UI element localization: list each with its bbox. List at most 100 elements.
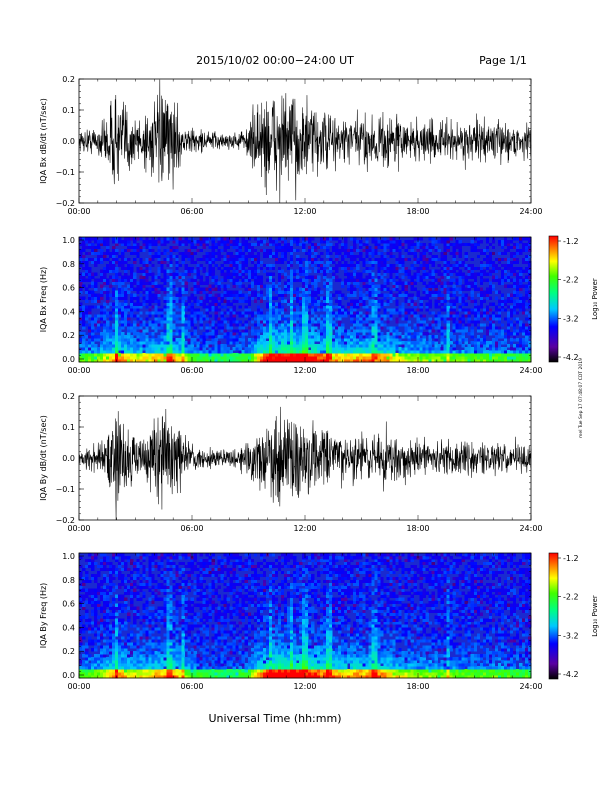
spectrogram-cell: [305, 344, 308, 347]
spectrogram-cell: [221, 279, 224, 282]
y-tick-label: 0.4: [62, 307, 75, 316]
spectrogram-cell: [227, 270, 230, 273]
spectrogram-cell: [359, 356, 362, 359]
spectrogram-cell: [435, 356, 438, 359]
spectrogram-cell: [383, 335, 386, 338]
spectrogram-cell: [429, 252, 432, 255]
spectrogram-cell: [338, 335, 341, 338]
spectrogram-cell: [290, 282, 293, 285]
spectrogram-cell: [462, 320, 465, 323]
spectrogram-cell: [194, 317, 197, 320]
spectrogram-cell: [218, 323, 221, 326]
spectrogram-cell: [371, 311, 374, 314]
spectrogram-cell: [151, 341, 154, 344]
spectrogram-cell: [130, 285, 133, 288]
spectrogram-cell: [332, 246, 335, 249]
spectrogram-cell: [504, 267, 507, 270]
spectrogram-cell: [79, 639, 82, 642]
spectrogram-cell: [278, 288, 281, 291]
spectrogram-cell: [233, 305, 236, 308]
spectrogram-cell: [121, 314, 124, 317]
spectrogram-cell: [175, 267, 178, 270]
spectrogram-cell: [522, 353, 525, 356]
spectrogram-cell: [407, 344, 410, 347]
spectrogram-cell: [513, 302, 516, 305]
spectrogram-cell: [181, 305, 184, 308]
spectrogram-cell: [154, 288, 157, 291]
spectrogram-cell: [245, 297, 248, 300]
spectrogram-cell: [148, 261, 151, 264]
spectrogram-cell: [197, 288, 200, 291]
spectrogram-cell: [456, 297, 459, 300]
spectrogram-cell: [323, 267, 326, 270]
spectrogram-cell: [510, 240, 513, 243]
spectrogram-cell: [522, 300, 525, 303]
spectrogram-cell: [404, 341, 407, 344]
spectrogram-cell: [121, 332, 124, 335]
spectrogram-cell: [323, 246, 326, 249]
spectrogram-cell: [218, 285, 221, 288]
spectrogram-cell: [302, 317, 305, 320]
spectrogram-cell: [148, 341, 151, 344]
spectrogram-cell: [320, 264, 323, 267]
spectrogram-cell: [112, 252, 115, 255]
spectrogram-cell: [106, 341, 109, 344]
spectrogram-cell: [335, 311, 338, 314]
spectrogram-cell: [151, 243, 154, 246]
spectrogram-cell: [471, 347, 474, 350]
spectrogram-cell: [275, 329, 278, 332]
spectrogram-cell: [305, 300, 308, 303]
spectrogram-cell: [501, 258, 504, 261]
spectrogram-cell: [242, 273, 245, 276]
spectrogram-cell: [296, 356, 299, 359]
spectrogram-cell: [341, 311, 344, 314]
spectrogram-cell: [329, 347, 332, 350]
spectrogram-cell: [404, 294, 407, 297]
spectrogram-cell: [332, 305, 335, 308]
spectrogram-cell: [91, 332, 94, 335]
spectrogram-cell: [142, 264, 145, 267]
spectrogram-cell: [317, 317, 320, 320]
spectrogram-cell: [160, 270, 163, 273]
spectrogram-cell: [269, 332, 272, 335]
spectrogram-cell: [423, 326, 426, 329]
spectrogram-cell: [341, 326, 344, 329]
spectrogram-cell: [423, 243, 426, 246]
spectrogram-cell: [389, 347, 392, 350]
spectrogram-cell: [166, 288, 169, 291]
spectrogram-cell: [175, 308, 178, 311]
spectrogram-cell: [106, 297, 109, 300]
spectrogram-cell: [254, 329, 257, 332]
spectrogram-cell: [420, 279, 423, 282]
spectrogram-cell: [510, 341, 513, 344]
spectrogram-cell: [175, 276, 178, 279]
spectrogram-cell: [350, 341, 353, 344]
spectrogram-cell: [413, 288, 416, 291]
spectrogram-cell: [347, 279, 350, 282]
spectrogram-cell: [233, 246, 236, 249]
spectrogram-cell: [353, 344, 356, 347]
spectrogram-cell: [432, 261, 435, 264]
spectrogram-cell: [260, 353, 263, 356]
spectrogram-cell: [519, 249, 522, 252]
spectrogram-cell: [136, 297, 139, 300]
spectrogram-cell: [187, 305, 190, 308]
spectrogram-cell: [305, 350, 308, 353]
spectrogram-cell: [525, 311, 528, 314]
spectrogram-cell: [160, 332, 163, 335]
spectrogram-cell: [142, 341, 145, 344]
spectrogram-cell: [438, 279, 441, 282]
spectrogram-cell: [296, 300, 299, 303]
spectrogram-cell: [525, 317, 528, 320]
spectrogram-cell: [356, 264, 359, 267]
spectrogram-cell: [212, 350, 215, 353]
spectrogram-cell: [413, 302, 416, 305]
spectrogram-cell: [404, 297, 407, 300]
spectrogram-cell: [218, 356, 221, 359]
spectrogram-cell: [317, 270, 320, 273]
spectrogram-cell: [239, 300, 242, 303]
spectrogram-cell: [127, 338, 130, 341]
spectrogram-cell: [302, 279, 305, 282]
spectrogram-cell: [224, 291, 227, 294]
spectrogram-cell: [335, 305, 338, 308]
